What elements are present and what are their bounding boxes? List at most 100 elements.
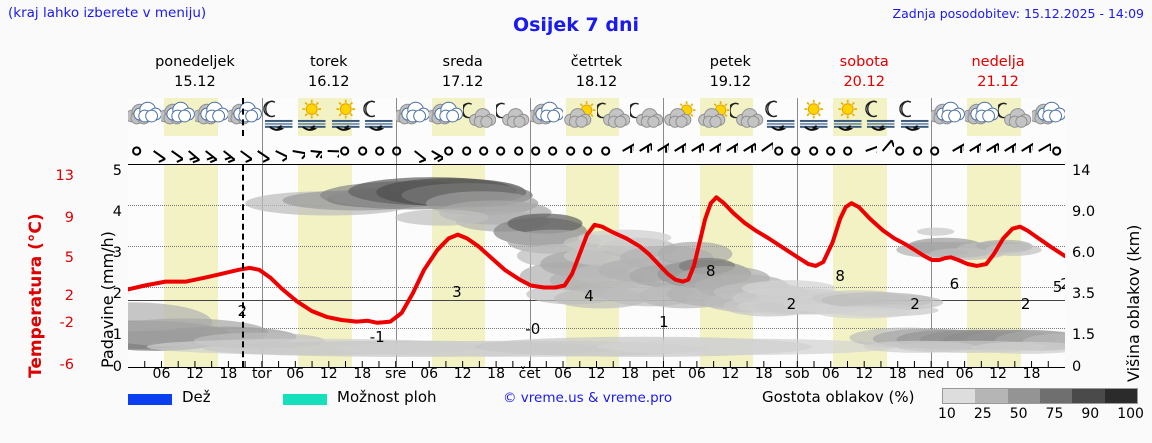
location-menu-note[interactable]: (kraj lahko izberete v meniju) — [8, 5, 207, 21]
cloudy-icon — [395, 98, 430, 136]
wind-barb-35 — [743, 142, 756, 153]
day-separator-5 — [797, 165, 799, 367]
temperature-point-label-13: 2 — [1060, 275, 1065, 293]
moon-cloud-icon — [596, 98, 630, 136]
day-header-6: nedelja 21.12 — [931, 52, 1065, 96]
x-tick-16: 06 — [687, 366, 706, 382]
current-time-marker-iconband — [242, 98, 245, 136]
temperature-point-label-6: 8 — [706, 262, 716, 280]
wind-barb-31 — [674, 142, 687, 153]
x-tick-22: 18 — [888, 366, 907, 382]
x-tick-7: sre — [385, 366, 407, 382]
cloudy-icon — [161, 98, 195, 136]
density-swatch-3 — [1039, 389, 1073, 403]
day-separator-1 — [261, 98, 263, 136]
temperature-tick-2: 5 — [64, 250, 74, 266]
day-separator-2 — [395, 165, 397, 367]
precipitation-tick-5: 0 — [112, 359, 122, 375]
wind-barb-17 — [431, 150, 444, 163]
wind-barb-50 — [1003, 142, 1016, 153]
cloudy-icon — [964, 98, 999, 136]
day-separator-2 — [395, 136, 397, 164]
wind-barb-calm-38 — [791, 146, 801, 156]
wind-barb-calm-37 — [774, 146, 784, 156]
day-date: 17.12 — [441, 74, 484, 90]
x-tick-4: 06 — [286, 366, 305, 382]
wind-barb-10 — [310, 150, 322, 159]
x-tick-9: 12 — [453, 366, 472, 382]
cloudy-icon — [228, 98, 262, 136]
wind-barb-2 — [170, 150, 184, 163]
wind-barb-band — [128, 136, 1065, 164]
day-separator-1 — [261, 136, 263, 164]
wind-barb-calm-22 — [513, 146, 524, 156]
wind-barb-calm-41 — [843, 146, 853, 156]
temperature-point-label-5: 1 — [659, 313, 669, 331]
legend-swatch-showers — [283, 394, 327, 405]
cloudheight-tick-4: 1.5 — [1072, 327, 1096, 343]
wind-barb-calm-12 — [340, 146, 350, 156]
legend-label-showers: Možnost ploh — [337, 388, 437, 406]
copyright-link[interactable]: © vreme.us & vreme.pro — [503, 390, 673, 406]
temperature-point-label-9: 2 — [910, 295, 920, 313]
wind-barb-calm-14 — [374, 146, 385, 156]
sun-cloud-icon — [563, 98, 596, 136]
current-time-marker — [242, 165, 245, 367]
x-tick-3: tor — [251, 366, 272, 382]
x-tick-8: 06 — [420, 366, 439, 382]
wind-barb-43 — [882, 139, 895, 152]
temperature-point-label-10: 6 — [949, 275, 960, 293]
wind-barb-calm-46 — [930, 146, 940, 156]
legend-swatch-rain — [128, 394, 172, 405]
day-date: 18.12 — [575, 74, 618, 90]
day-header-1: torek 16.12 — [262, 52, 396, 96]
day-header-5: sobota 20.12 — [797, 52, 931, 96]
sun-haze-icon — [329, 98, 362, 136]
x-tick-12: 06 — [554, 366, 572, 382]
wind-barb-6 — [240, 150, 253, 163]
day-separator-6 — [931, 165, 933, 367]
forecast-plot[interactable]: 2-13-04182826252 — [128, 98, 1065, 368]
temperature-point-label-3: -0 — [525, 320, 541, 338]
x-tick-11: čet — [518, 366, 541, 382]
day-name: torek — [310, 54, 348, 70]
wind-barb-7 — [257, 150, 270, 163]
cloudy-icon — [931, 98, 965, 136]
x-tick-25: 12 — [989, 366, 1007, 382]
cloudy-icon — [429, 98, 463, 136]
wind-barb-calm-21 — [496, 146, 506, 156]
temperature-point-label-11: 2 — [1020, 295, 1031, 313]
day-separator-1 — [261, 165, 263, 367]
wind-barb-calm-26 — [583, 146, 593, 156]
temperature-tick-3: 2 — [64, 288, 74, 304]
moon-cloud-icon — [998, 98, 1032, 136]
wind-barb-calm-40 — [826, 146, 836, 156]
day-name: nedelja — [971, 54, 1025, 70]
temperature-point-label-4: 4 — [584, 287, 594, 305]
density-swatch-2 — [1007, 389, 1040, 403]
x-axis-minor-ticks — [144, 361, 1049, 367]
x-tick-6: 18 — [353, 366, 372, 382]
density-swatch-0 — [943, 389, 976, 403]
cloud-density-field — [128, 177, 1065, 357]
x-tick-19: sob — [784, 366, 810, 382]
x-tick-15: pet — [651, 366, 675, 382]
day-date: 15.12 — [174, 74, 216, 90]
density-value-4: 90 — [1081, 406, 1100, 422]
cloudheight-tick-3: 3.5 — [1072, 286, 1096, 302]
temperature-point-label-7: 2 — [786, 295, 797, 313]
cloudheight-tick-0: 14 — [1072, 163, 1091, 179]
day-date: 19.12 — [709, 74, 752, 90]
sun-haze-icon — [797, 98, 830, 136]
x-tick-17: 12 — [721, 366, 740, 382]
temperature-axis-title: Temperatura (°C) — [6, 150, 46, 380]
density-swatch-4 — [1072, 389, 1105, 403]
day-separator-3 — [529, 136, 531, 164]
x-tick-18: 18 — [754, 366, 773, 382]
wind-barb-5 — [222, 150, 236, 164]
day-header-row: ponedeljek 15.12 torek 16.12 sreda 17.12 četrt… — [128, 52, 1065, 96]
x-tick-14: 18 — [621, 366, 639, 382]
wind-barb-calm-13 — [357, 146, 367, 156]
day-header-3: četrtek 18.12 — [530, 52, 664, 96]
wind-barb-16 — [413, 150, 426, 164]
